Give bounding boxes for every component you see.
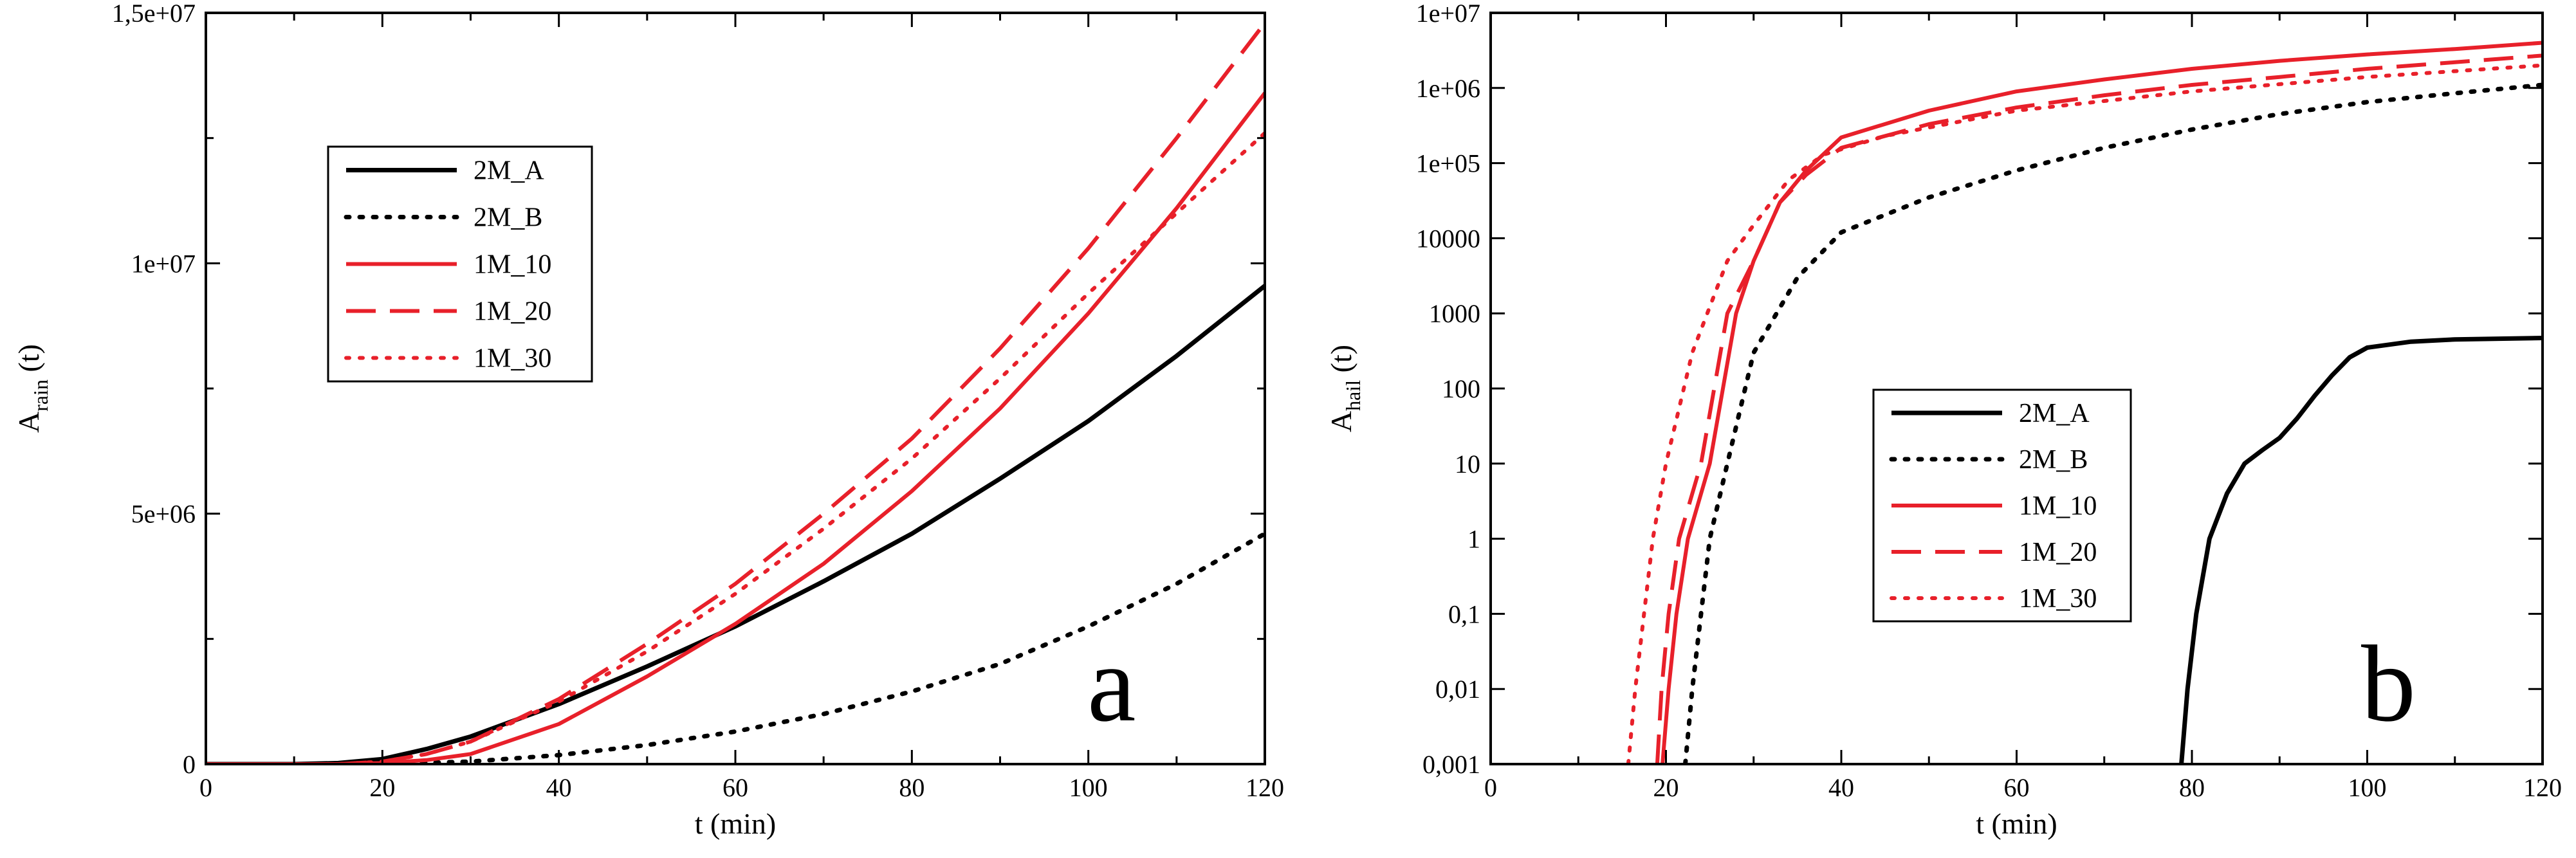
y-axis-title-subscript: rain (29, 379, 52, 412)
y-tick-label: 0 (183, 750, 196, 779)
y-tick-label: 0,001 (1422, 750, 1480, 779)
y-tick-label: 1e+06 (1416, 74, 1480, 103)
legend-label: 2M_A (474, 156, 544, 186)
series-line-1m-10 (206, 91, 1265, 764)
legend-label: 1M_20 (2019, 538, 2097, 567)
x-tick-label: 120 (2523, 773, 2562, 802)
panel-label: b (2361, 623, 2416, 744)
y-tick-label: 100 (1442, 374, 1480, 403)
legend-label: 2M_A (2019, 399, 2090, 428)
panel-label: a (1087, 623, 1136, 744)
y-tick-label: 1,5e+07 (112, 0, 196, 28)
x-tick-label: 20 (1653, 773, 1679, 802)
y-tick-label: 0,01 (1435, 675, 1480, 704)
y-axis-title-main: A (1325, 411, 1357, 432)
y-tick-label: 5e+06 (131, 500, 196, 529)
x-tick-label: 40 (1828, 773, 1854, 802)
y-tick-label: 1000 (1429, 299, 1480, 328)
series-line-1m-20 (1655, 53, 2543, 764)
series-line-1m-20 (206, 21, 1265, 764)
x-tick-label: 120 (1246, 773, 1284, 802)
x-tick-label: 20 (369, 773, 395, 802)
x-tick-label: 60 (722, 773, 748, 802)
y-tick-label: 1e+07 (131, 249, 196, 278)
x-tick-label: 60 (2004, 773, 2030, 802)
y-axis-title-suffix: (t) (1325, 345, 1357, 380)
series-group (206, 21, 1265, 764)
y-axis-title-subscript: hail (1341, 380, 1365, 411)
legend-label: 1M_30 (2019, 584, 2097, 614)
series-line-2m-b (1683, 82, 2543, 764)
y-tick-label: 0,1 (1448, 599, 1480, 628)
legend: 2M_A 2M_B 1M_10 1M_20 1M_30 (1872, 388, 2132, 623)
x-tick-label: 80 (2179, 773, 2205, 802)
x-tick-label: 0 (199, 773, 212, 802)
y-tick-label: 10000 (1416, 224, 1480, 253)
x-tick-label: 40 (546, 773, 572, 802)
series-line-2m-a (2179, 336, 2543, 764)
legend: 2M_A 2M_B 1M_10 1M_20 1M_30 (327, 145, 593, 383)
y-axis-title: Arain (t) (12, 344, 52, 433)
x-tick-label: 100 (2348, 773, 2387, 802)
y-axis-title: Ahail (t) (1325, 345, 1365, 432)
x-tick-label: 100 (1069, 773, 1108, 802)
legend-label: 2M_B (2019, 445, 2088, 475)
legend-label: 1M_10 (2019, 491, 2097, 521)
series-line-1m-30 (1626, 63, 2543, 764)
x-axis-title: t (min) (1976, 807, 2057, 840)
legend-label: 1M_30 (474, 344, 551, 374)
series-line-2m-b (206, 531, 1265, 764)
legend-label: 1M_20 (474, 297, 551, 327)
panel-a: 0 20 40 60 80 100 120 0 5e+06 1e+07 1,5e+07 t (min)… (12, 0, 1284, 840)
y-tick-label: 10 (1455, 450, 1480, 479)
y-axis-title-suffix: (t) (12, 344, 45, 379)
series-line-1m-30 (206, 131, 1265, 764)
series-group (1626, 41, 2543, 764)
y-axis-title-main: A (12, 412, 45, 433)
x-tick-label: 80 (899, 773, 925, 802)
legend-label: 2M_B (474, 203, 542, 233)
y-tick-label: 1e+05 (1416, 149, 1480, 178)
panel-b: 0 20 40 60 80 100 120 0,001 0,01 0,1 1 10 100 1000 100… (1325, 0, 2562, 840)
y-tick-label: 1 (1467, 525, 1480, 554)
x-axis-title: t (min) (695, 807, 776, 840)
x-tick-label: 0 (1484, 773, 1497, 802)
y-tick-label: 1e+07 (1416, 0, 1480, 28)
legend-label: 1M_10 (474, 250, 551, 280)
